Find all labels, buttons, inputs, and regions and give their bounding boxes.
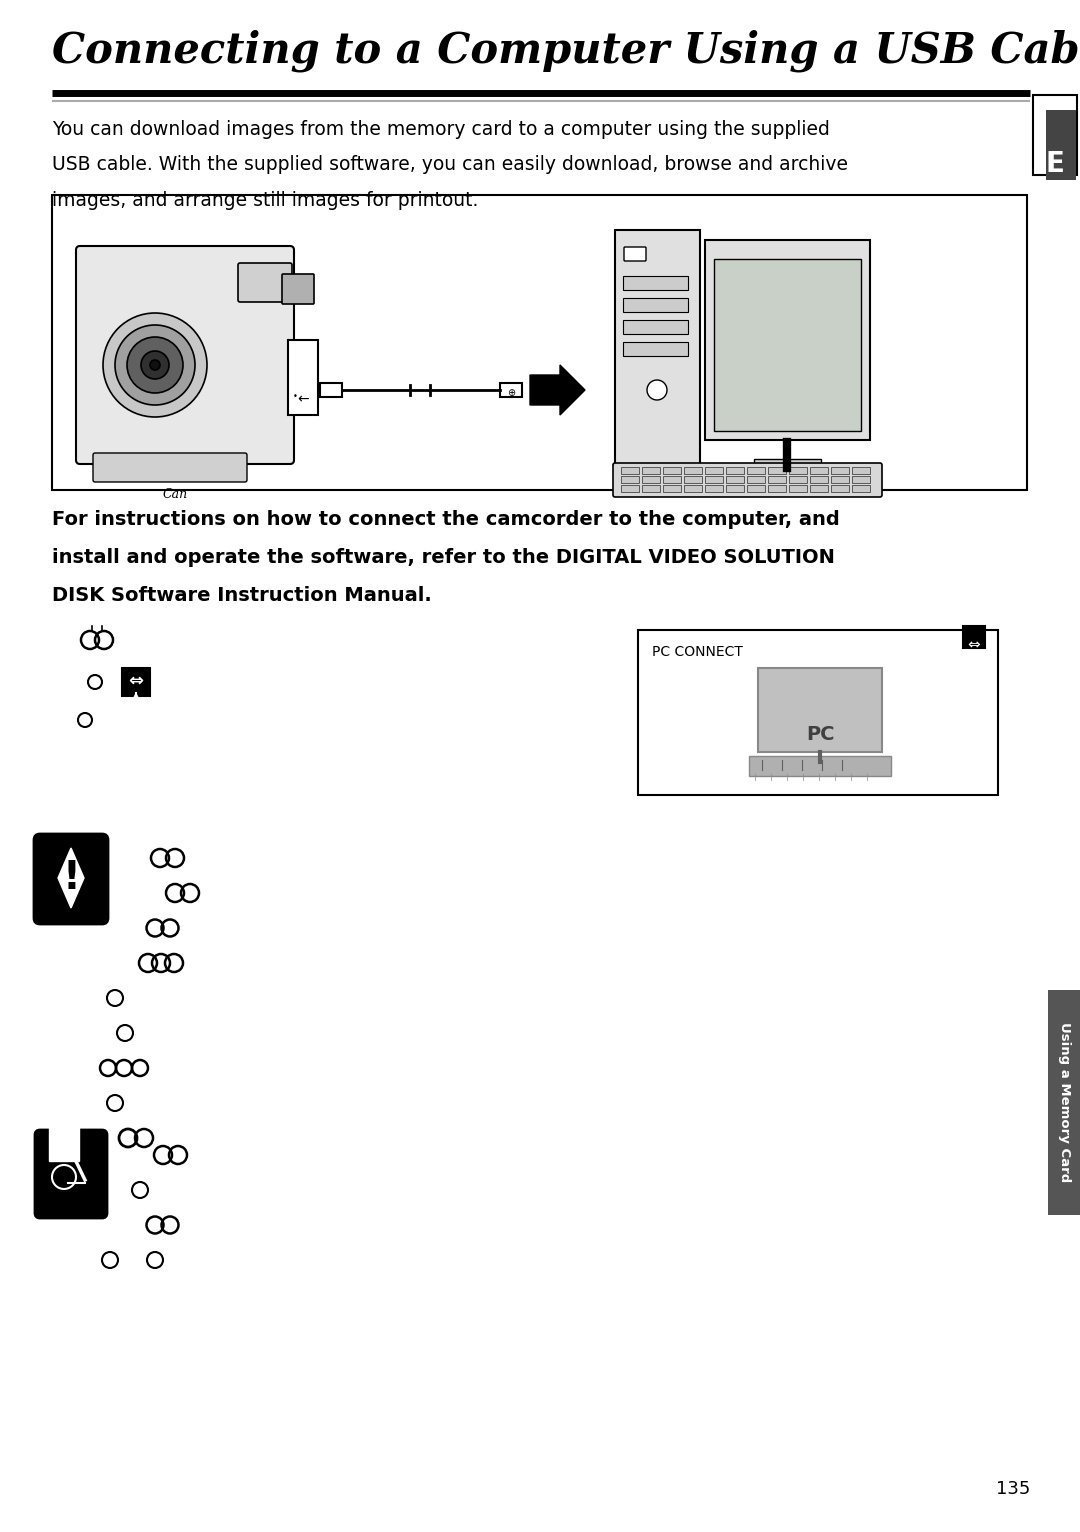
Text: Connecting to a Computer Using a USB Cable: Connecting to a Computer Using a USB Cab… xyxy=(52,31,1080,72)
FancyBboxPatch shape xyxy=(320,383,342,397)
Text: 135: 135 xyxy=(996,1480,1030,1498)
FancyBboxPatch shape xyxy=(623,299,688,313)
FancyBboxPatch shape xyxy=(615,230,700,480)
Text: •: • xyxy=(293,392,297,401)
Text: !: ! xyxy=(62,859,80,898)
FancyBboxPatch shape xyxy=(621,467,639,473)
FancyBboxPatch shape xyxy=(750,755,891,777)
FancyBboxPatch shape xyxy=(810,476,828,483)
FancyBboxPatch shape xyxy=(789,486,807,492)
FancyBboxPatch shape xyxy=(684,486,702,492)
FancyBboxPatch shape xyxy=(1047,110,1076,179)
Text: PC CONNECT: PC CONNECT xyxy=(652,645,743,659)
FancyBboxPatch shape xyxy=(613,463,882,496)
Text: Using a Memory Card: Using a Memory Card xyxy=(1057,1022,1070,1183)
FancyBboxPatch shape xyxy=(714,259,861,430)
Circle shape xyxy=(127,337,183,394)
FancyBboxPatch shape xyxy=(1048,990,1080,1215)
FancyBboxPatch shape xyxy=(76,247,294,464)
FancyArrow shape xyxy=(530,365,585,415)
FancyBboxPatch shape xyxy=(684,467,702,473)
FancyBboxPatch shape xyxy=(831,467,849,473)
FancyBboxPatch shape xyxy=(623,342,688,355)
FancyBboxPatch shape xyxy=(642,476,660,483)
FancyBboxPatch shape xyxy=(642,486,660,492)
Text: You can download images from the memory card to a computer using the supplied
US: You can download images from the memory … xyxy=(52,119,848,210)
FancyBboxPatch shape xyxy=(852,467,870,473)
FancyBboxPatch shape xyxy=(789,467,807,473)
FancyBboxPatch shape xyxy=(852,476,870,483)
FancyBboxPatch shape xyxy=(852,486,870,492)
Text: ⇔: ⇔ xyxy=(968,637,981,653)
FancyBboxPatch shape xyxy=(621,486,639,492)
FancyBboxPatch shape xyxy=(288,340,318,415)
FancyBboxPatch shape xyxy=(638,630,998,795)
FancyBboxPatch shape xyxy=(35,1131,107,1218)
Circle shape xyxy=(150,360,160,371)
FancyBboxPatch shape xyxy=(963,627,985,648)
Text: install and operate the software, refer to the DIGITAL VIDEO SOLUTION: install and operate the software, refer … xyxy=(52,548,835,567)
Text: !: ! xyxy=(60,856,81,899)
FancyBboxPatch shape xyxy=(726,476,744,483)
FancyBboxPatch shape xyxy=(747,486,765,492)
FancyBboxPatch shape xyxy=(238,264,292,302)
Text: DISK Software Instruction Manual.: DISK Software Instruction Manual. xyxy=(52,587,432,605)
Circle shape xyxy=(103,313,207,417)
FancyBboxPatch shape xyxy=(705,467,723,473)
FancyBboxPatch shape xyxy=(747,476,765,483)
FancyBboxPatch shape xyxy=(663,467,681,473)
FancyBboxPatch shape xyxy=(663,476,681,483)
FancyBboxPatch shape xyxy=(747,467,765,473)
FancyBboxPatch shape xyxy=(282,274,314,303)
FancyBboxPatch shape xyxy=(768,486,786,492)
FancyBboxPatch shape xyxy=(726,467,744,473)
Text: ⇔: ⇔ xyxy=(129,673,144,689)
FancyBboxPatch shape xyxy=(705,241,870,440)
FancyBboxPatch shape xyxy=(623,276,688,290)
FancyBboxPatch shape xyxy=(789,476,807,483)
Text: For instructions on how to connect the camcorder to the computer, and: For instructions on how to connect the c… xyxy=(52,510,840,529)
Circle shape xyxy=(141,351,168,378)
Circle shape xyxy=(647,380,667,400)
FancyBboxPatch shape xyxy=(831,476,849,483)
FancyBboxPatch shape xyxy=(623,320,688,334)
Text: ⊕: ⊕ xyxy=(507,388,515,398)
Text: Can: Can xyxy=(162,489,188,501)
FancyBboxPatch shape xyxy=(621,476,639,483)
Text: ←: ← xyxy=(297,392,309,406)
FancyBboxPatch shape xyxy=(684,476,702,483)
FancyBboxPatch shape xyxy=(642,467,660,473)
FancyBboxPatch shape xyxy=(768,467,786,473)
FancyBboxPatch shape xyxy=(758,668,882,752)
FancyBboxPatch shape xyxy=(52,195,1027,490)
FancyBboxPatch shape xyxy=(93,453,247,483)
FancyBboxPatch shape xyxy=(768,476,786,483)
FancyBboxPatch shape xyxy=(754,460,821,473)
FancyBboxPatch shape xyxy=(663,486,681,492)
FancyBboxPatch shape xyxy=(49,1121,79,1161)
Text: E: E xyxy=(1045,150,1065,178)
FancyBboxPatch shape xyxy=(122,668,150,696)
FancyBboxPatch shape xyxy=(1032,95,1077,175)
FancyBboxPatch shape xyxy=(705,486,723,492)
FancyBboxPatch shape xyxy=(705,476,723,483)
Circle shape xyxy=(114,325,195,404)
FancyBboxPatch shape xyxy=(624,247,646,260)
FancyBboxPatch shape xyxy=(500,383,522,397)
Text: PC: PC xyxy=(806,725,834,745)
FancyBboxPatch shape xyxy=(726,486,744,492)
FancyBboxPatch shape xyxy=(810,467,828,473)
Polygon shape xyxy=(58,849,84,908)
FancyBboxPatch shape xyxy=(33,833,108,924)
FancyBboxPatch shape xyxy=(831,486,849,492)
FancyBboxPatch shape xyxy=(810,486,828,492)
